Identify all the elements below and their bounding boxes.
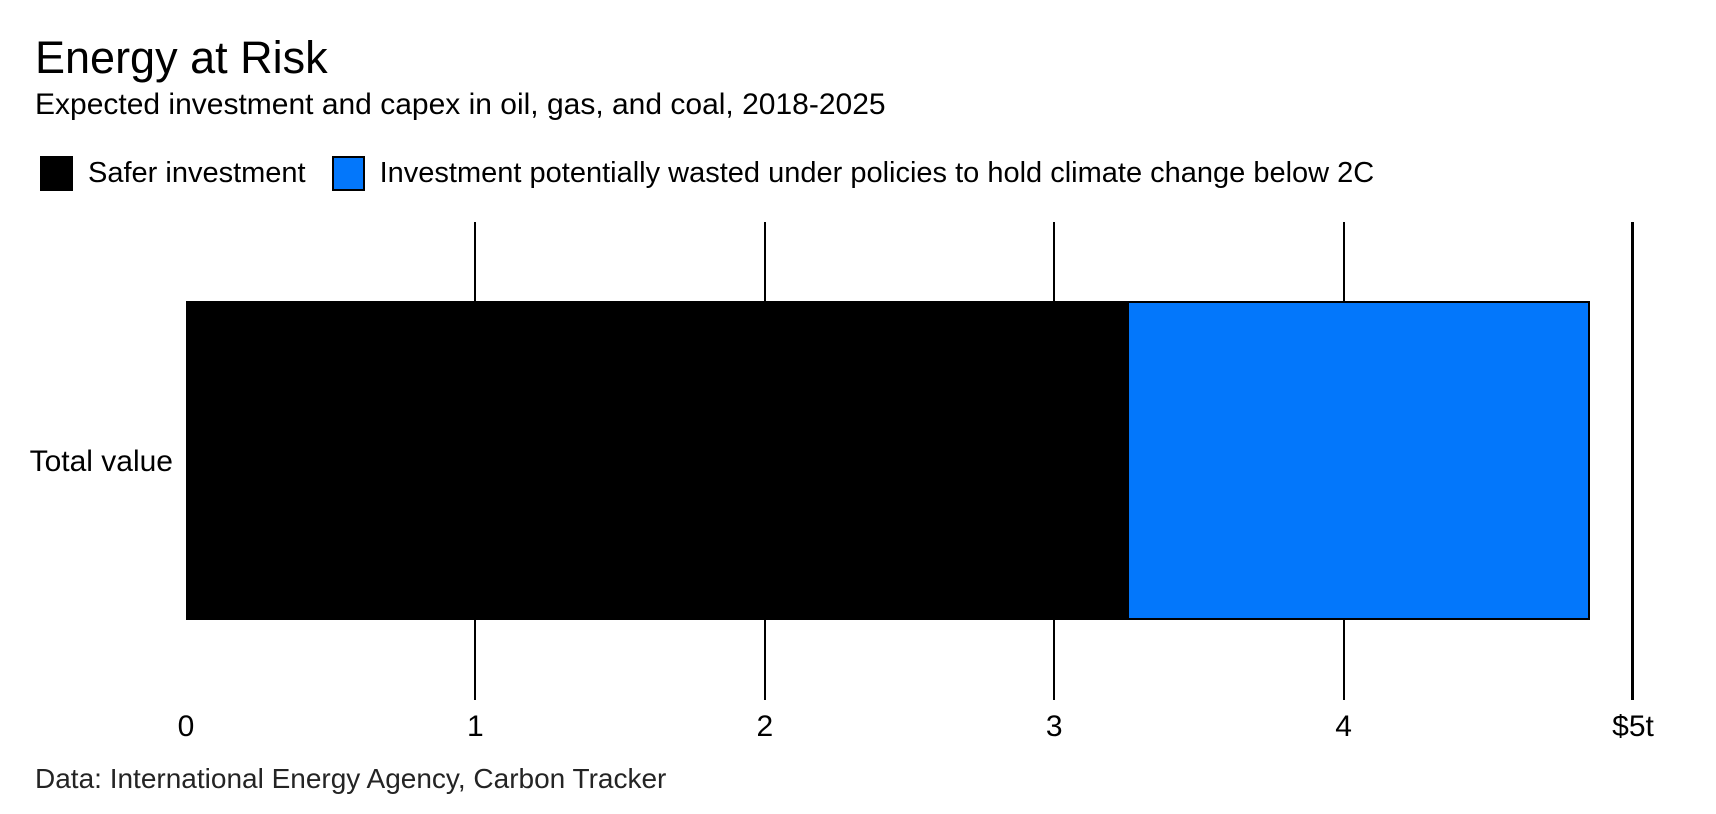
legend-item-wasted: Investment potentially wasted under poli… bbox=[331, 156, 1375, 191]
category-label: Total value bbox=[29, 445, 173, 478]
legend-item-safer: Safer investment bbox=[40, 156, 306, 191]
x-tick bbox=[1053, 222, 1056, 301]
x-tick bbox=[1342, 222, 1345, 301]
x-axis-end-line bbox=[1631, 222, 1634, 700]
x-tick-label: 0 bbox=[177, 710, 195, 743]
x-tick-label: 4 bbox=[1335, 710, 1352, 743]
x-tick-label: 1 bbox=[467, 710, 484, 743]
x-tick bbox=[474, 620, 477, 700]
x-tick-label: 3 bbox=[1045, 710, 1063, 743]
x-tick bbox=[1342, 620, 1345, 700]
legend-swatch-wasted-icon bbox=[331, 156, 365, 191]
x-tick bbox=[763, 222, 766, 301]
x-tick-label: 2 bbox=[756, 710, 774, 743]
x-tick bbox=[763, 620, 766, 700]
bar-segment-safer bbox=[186, 301, 1127, 620]
x-tick bbox=[474, 222, 477, 301]
x-tick bbox=[1053, 620, 1056, 700]
bar-segment-wasted bbox=[1126, 301, 1590, 620]
legend-label-wasted: Investment potentially wasted under poli… bbox=[379, 157, 1375, 189]
x-tick-label: $5t bbox=[1612, 710, 1654, 743]
source-credit: Data: International Energy Agency, Carbo… bbox=[35, 763, 667, 794]
legend: Safer investment Investment potentially … bbox=[40, 156, 1374, 191]
legend-label-safer: Safer investment bbox=[88, 157, 306, 189]
x-axis-labels: 0 1 2 3 4 $5t bbox=[178, 710, 1654, 750]
total-value-bar bbox=[186, 301, 1633, 620]
chart-subtitle: Expected investment and capex in oil, ga… bbox=[35, 88, 886, 121]
chart-title: Energy at Risk bbox=[35, 32, 328, 83]
plot-area bbox=[186, 222, 1634, 700]
legend-swatch-safer-icon bbox=[40, 156, 73, 191]
